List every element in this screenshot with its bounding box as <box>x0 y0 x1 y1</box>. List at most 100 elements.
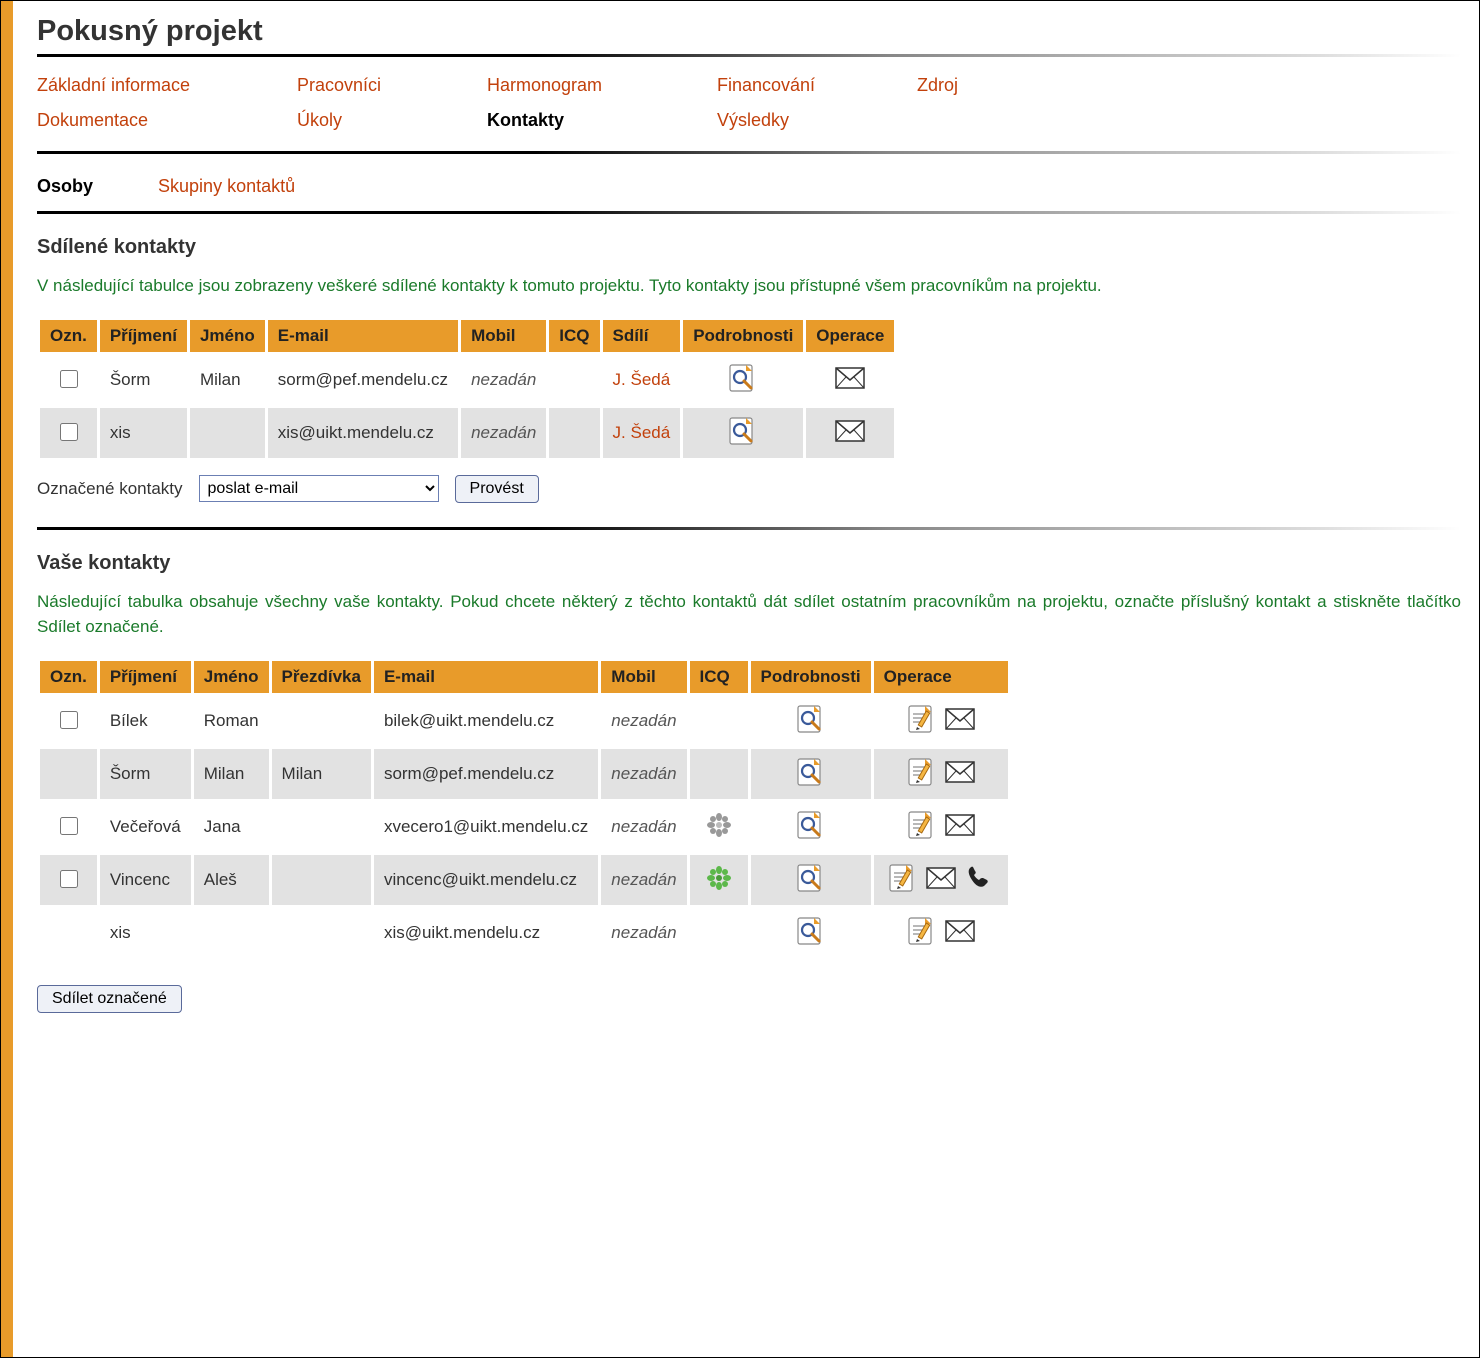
shared-action-button[interactable]: Provést <box>455 475 539 503</box>
phone-icon[interactable] <box>962 863 996 893</box>
details-icon[interactable] <box>726 363 760 393</box>
cell-nickname <box>272 855 371 905</box>
nav-tab[interactable]: Základní informace <box>37 75 297 96</box>
cell-mobile: nezadán <box>601 908 686 958</box>
divider <box>37 54 1461 57</box>
cell-firstname: Milan <box>194 749 269 799</box>
cell-surname: Večeřová <box>100 802 191 852</box>
shared-contacts-table: Ozn.PříjmeníJménoE-mailMobilICQSdílíPodr… <box>37 317 897 461</box>
column-header: Přezdívka <box>272 661 371 693</box>
shared-action-row: Označené kontakty poslat e-mail Provést <box>37 475 1461 503</box>
column-header: Sdílí <box>603 320 681 352</box>
nav-tab[interactable]: Úkoly <box>297 110 487 131</box>
column-header: Ozn. <box>40 661 97 693</box>
icq-online-icon <box>702 863 736 893</box>
cell-icq <box>690 802 748 852</box>
table-row: BílekRoman bilek@uikt.mendelu.cznezadán <box>40 696 1008 746</box>
mail-icon[interactable] <box>833 363 867 393</box>
nav-tab[interactable]: Zdroj <box>917 75 1077 96</box>
nav-tab[interactable]: Pracovníci <box>297 75 487 96</box>
details-icon[interactable] <box>794 863 828 893</box>
nav-tab[interactable]: Dokumentace <box>37 110 297 131</box>
nav-tab: Kontakty <box>487 110 717 131</box>
edit-icon[interactable] <box>905 916 939 946</box>
column-header: Mobil <box>461 320 546 352</box>
nav-tab[interactable]: Harmonogram <box>487 75 717 96</box>
cell-surname: Šorm <box>100 749 191 799</box>
shared-contacts-desc: V následující tabulce jsou zobrazeny veš… <box>37 273 1461 299</box>
edit-icon[interactable] <box>905 757 939 787</box>
details-icon[interactable] <box>794 810 828 840</box>
cell-firstname: Milan <box>190 355 265 405</box>
page-title: Pokusný projekt <box>37 15 1461 48</box>
own-contacts-desc: Následující tabulka obsahuje všechny vaš… <box>37 589 1461 640</box>
column-header: E-mail <box>374 661 598 693</box>
cell-surname: xis <box>100 908 191 958</box>
divider <box>37 211 1461 214</box>
cell-icq <box>549 408 599 458</box>
nav-tab[interactable]: Výsledky <box>717 110 917 131</box>
details-icon[interactable] <box>794 757 828 787</box>
mail-icon[interactable] <box>943 810 977 840</box>
cell-mobile: nezadán <box>461 408 546 458</box>
cell-surname: Vincenc <box>100 855 191 905</box>
cell-email: vincenc@uikt.mendelu.cz <box>374 855 598 905</box>
column-header: Podrobnosti <box>751 661 871 693</box>
nav-tab[interactable]: Financování <box>717 75 917 96</box>
column-header: Jméno <box>194 661 269 693</box>
cell-icq <box>549 355 599 405</box>
cell-mobile: nezadán <box>601 696 686 746</box>
own-contacts-table: Ozn.PříjmeníJménoPřezdívkaE-mailMobilICQ… <box>37 658 1011 961</box>
cell-nickname <box>272 802 371 852</box>
mail-icon[interactable] <box>943 704 977 734</box>
column-header: Příjmení <box>100 661 191 693</box>
table-row: VincencAleš vincenc@uikt.mendelu.cznezadá… <box>40 855 1008 905</box>
cell-sharedby: J. Šedá <box>603 355 681 405</box>
details-icon[interactable] <box>794 916 828 946</box>
details-icon[interactable] <box>794 704 828 734</box>
row-checkbox[interactable] <box>60 870 78 888</box>
shared-contacts-title: Sdílené kontakty <box>37 236 1461 259</box>
cell-firstname <box>190 408 265 458</box>
table-row: ŠormMilanMilansorm@pef.mendelu.cznezadán <box>40 749 1008 799</box>
subnav-tab[interactable]: Skupiny kontaktů <box>158 176 295 196</box>
table-row: xisxis@uikt.mendelu.cznezadánJ. Šedá <box>40 408 894 458</box>
row-checkbox[interactable] <box>60 370 78 388</box>
column-header: Podrobnosti <box>683 320 803 352</box>
divider <box>37 527 1461 530</box>
cell-email: bilek@uikt.mendelu.cz <box>374 696 598 746</box>
column-header: ICQ <box>690 661 748 693</box>
cell-surname: Bílek <box>100 696 191 746</box>
mail-icon[interactable] <box>924 863 958 893</box>
cell-email: sorm@pef.mendelu.cz <box>268 355 458 405</box>
cell-firstname: Roman <box>194 696 269 746</box>
cell-email: sorm@pef.mendelu.cz <box>374 749 598 799</box>
divider <box>37 151 1461 154</box>
cell-surname: Šorm <box>100 355 187 405</box>
shared-action-select[interactable]: poslat e-mail <box>199 475 439 502</box>
column-header: Mobil <box>601 661 686 693</box>
row-checkbox[interactable] <box>60 423 78 441</box>
cell-nickname: Milan <box>272 749 371 799</box>
cell-mobile: nezadán <box>461 355 546 405</box>
cell-nickname <box>272 908 371 958</box>
row-checkbox[interactable] <box>60 711 78 729</box>
column-header: Operace <box>806 320 894 352</box>
icq-offline-icon <box>702 810 736 840</box>
mail-icon[interactable] <box>943 757 977 787</box>
mail-icon[interactable] <box>943 916 977 946</box>
share-selected-button[interactable]: Sdílet označené <box>37 985 182 1013</box>
cell-mobile: nezadán <box>601 855 686 905</box>
cell-firstname: Jana <box>194 802 269 852</box>
edit-icon[interactable] <box>905 704 939 734</box>
cell-nickname <box>272 696 371 746</box>
row-checkbox[interactable] <box>60 817 78 835</box>
own-contacts-title: Vaše kontakty <box>37 552 1461 575</box>
cell-icq <box>690 749 748 799</box>
details-icon[interactable] <box>726 416 760 446</box>
edit-icon[interactable] <box>905 810 939 840</box>
cell-firstname: Aleš <box>194 855 269 905</box>
edit-icon[interactable] <box>886 863 920 893</box>
mail-icon[interactable] <box>833 416 867 446</box>
main-nav: Základní informacePracovníciHarmonogramF… <box>37 75 1461 131</box>
